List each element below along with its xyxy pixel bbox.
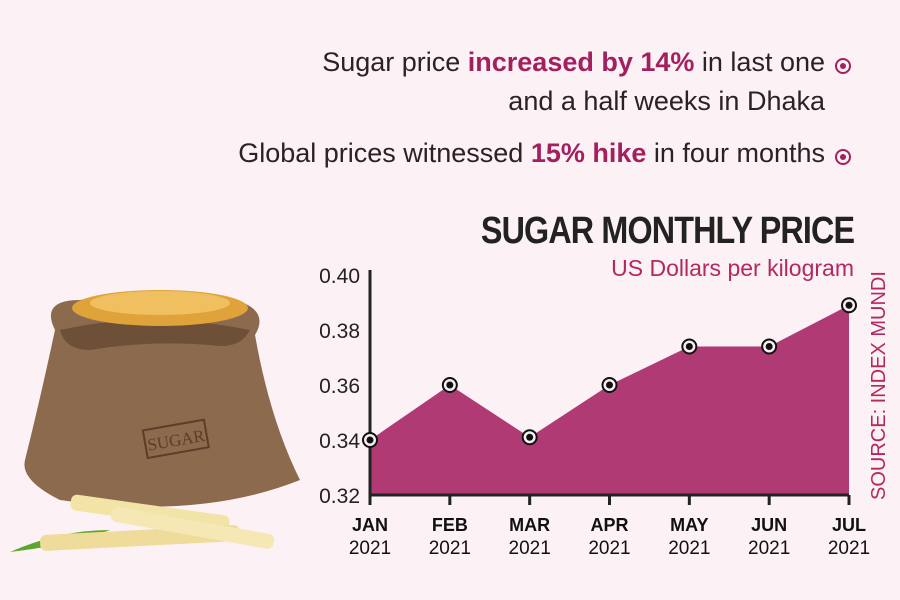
text: in last one bbox=[694, 47, 825, 77]
x-tick-year: 2021 bbox=[429, 538, 471, 559]
data-point bbox=[446, 381, 454, 389]
x-tick-label: JAN bbox=[352, 515, 388, 535]
x-tick-year: 2021 bbox=[509, 538, 551, 559]
x-tick-label: MAY bbox=[670, 515, 708, 535]
data-point bbox=[606, 381, 613, 389]
bullet-icon bbox=[835, 58, 851, 74]
headline-line-3: Global prices witnessed 15% hike in four… bbox=[238, 138, 825, 169]
x-tick-label: FEB bbox=[432, 515, 468, 535]
x-tick-year: 2021 bbox=[828, 538, 870, 559]
y-tick-label: 0.40 bbox=[319, 265, 360, 288]
data-point bbox=[765, 343, 773, 350]
y-tick-label: 0.36 bbox=[319, 375, 360, 398]
bullet-icon bbox=[835, 149, 851, 165]
sugar-sack-illustration: SUGAR bbox=[10, 290, 300, 552]
x-tick-label: MAR bbox=[509, 515, 550, 535]
data-point bbox=[366, 436, 374, 444]
y-tick-label: 0.38 bbox=[319, 320, 360, 343]
x-tick-year: 2021 bbox=[748, 538, 790, 559]
y-tick-label: 0.34 bbox=[319, 430, 360, 453]
x-tick-label: JUL bbox=[832, 515, 866, 535]
x-tick-label: APR bbox=[590, 515, 628, 535]
x-tick-year: 2021 bbox=[668, 538, 710, 559]
data-point bbox=[845, 301, 853, 309]
area-series bbox=[370, 305, 849, 495]
headline-line-1: Sugar price increased by 14% in last one bbox=[322, 47, 825, 78]
text: in four months bbox=[646, 138, 825, 168]
data-point bbox=[526, 433, 534, 441]
x-tick-label: JUN bbox=[751, 515, 787, 535]
highlight: 15% hike bbox=[530, 138, 647, 168]
chart-title: SUGAR MONTHLY PRICE bbox=[480, 210, 855, 252]
data-point bbox=[685, 343, 693, 350]
x-tick-year: 2021 bbox=[588, 538, 630, 559]
x-tick-year: 2021 bbox=[349, 538, 391, 559]
text: Sugar price bbox=[322, 47, 468, 77]
y-tick-label: 0.32 bbox=[319, 485, 360, 508]
headline-line-2: and a half weeks in Dhaka bbox=[508, 86, 825, 116]
chart: 0.32 0.34 0.36 0.38 0.40 JAN 2021 FEB 2021 MAR 202… bbox=[319, 265, 870, 559]
text: Global prices witnessed bbox=[238, 138, 531, 168]
highlight: increased by 14% bbox=[467, 47, 695, 77]
y-axis-label: US Dollars per kilogram bbox=[611, 255, 854, 281]
